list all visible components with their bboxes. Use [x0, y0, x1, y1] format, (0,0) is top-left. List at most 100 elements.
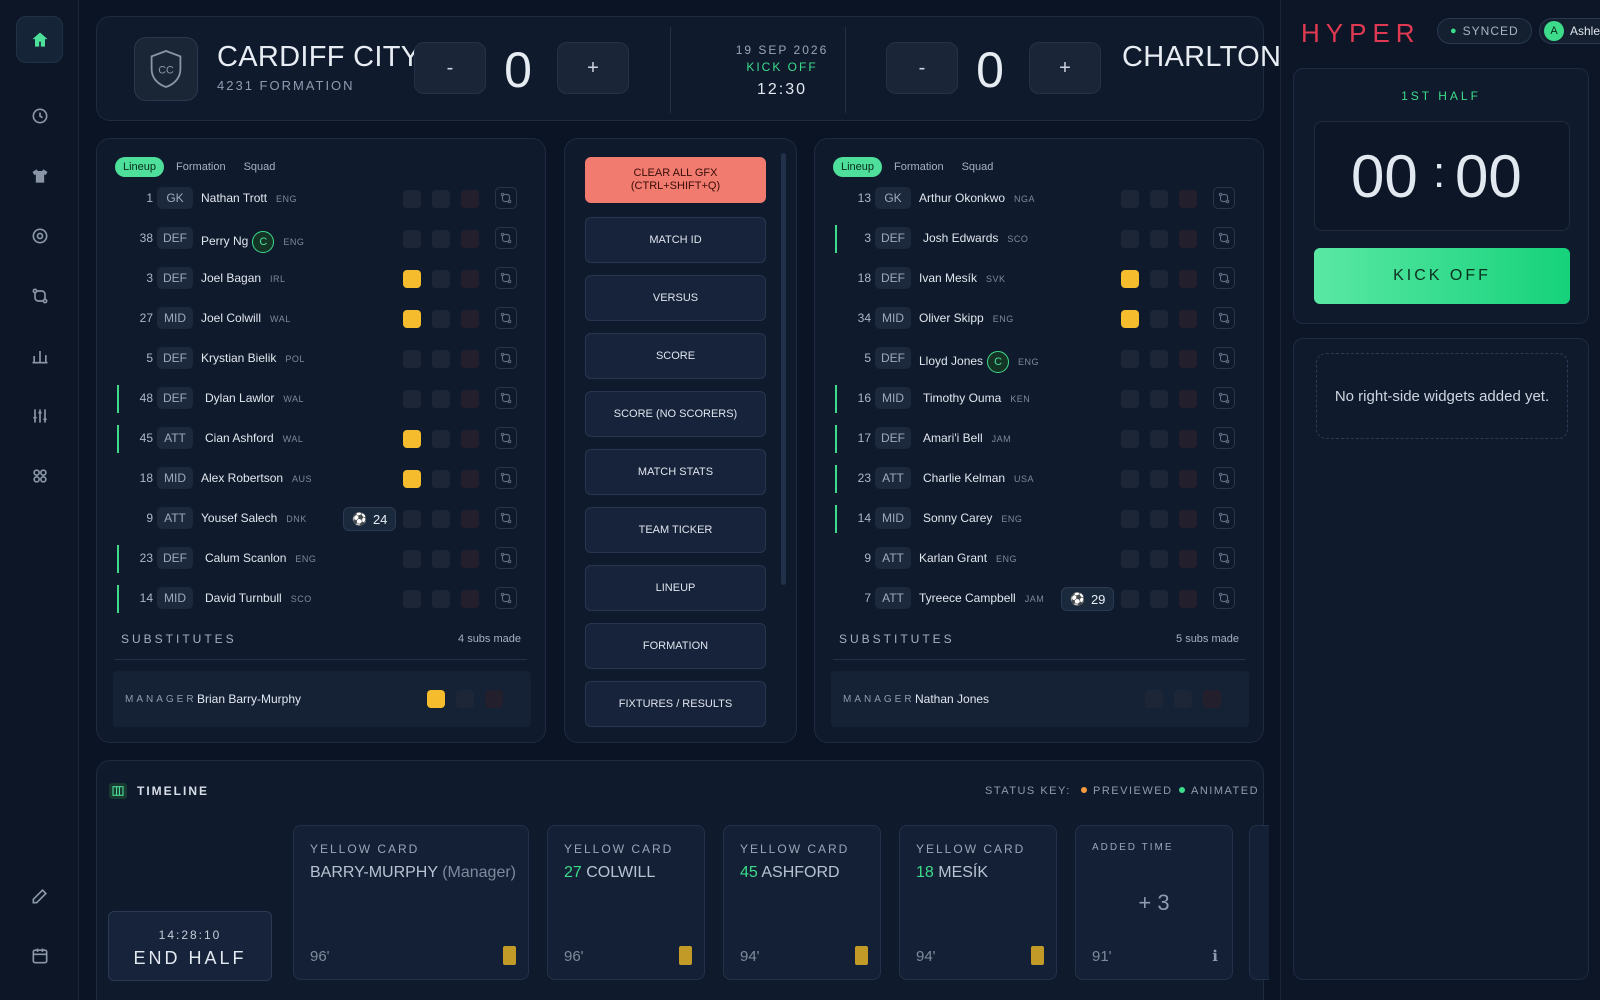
- red-card-toggle[interactable]: [1179, 190, 1197, 208]
- red-card-toggle[interactable]: [461, 430, 479, 448]
- player-row[interactable]: 18 MID Alex Robertson AUS: [117, 463, 527, 495]
- player-row[interactable]: 14 MID David Turnbull SCO: [117, 583, 527, 615]
- player-row[interactable]: 7 ATT Tyreece Campbell JAM ⚽ 29: [835, 583, 1245, 615]
- away-score-decrement-button[interactable]: -: [886, 42, 958, 94]
- second-yellow-toggle[interactable]: [432, 510, 450, 528]
- grid-icon[interactable]: [16, 452, 63, 499]
- yellow-card-toggle[interactable]: [1121, 270, 1139, 288]
- substitute-swap-icon[interactable]: [495, 547, 517, 569]
- second-yellow-toggle[interactable]: [1150, 390, 1168, 408]
- substitute-swap-icon[interactable]: [1213, 587, 1235, 609]
- red-card-toggle[interactable]: [1179, 390, 1197, 408]
- second-yellow-toggle[interactable]: [1150, 190, 1168, 208]
- substitute-swap-icon[interactable]: [495, 387, 517, 409]
- red-card-toggle[interactable]: [461, 590, 479, 608]
- player-row[interactable]: 38 DEF Perry Ng C ENG: [117, 223, 527, 255]
- gfx-button-lineup[interactable]: LINEUP: [585, 565, 766, 611]
- red-card-toggle[interactable]: [461, 310, 479, 328]
- yellow-card-toggle[interactable]: [1121, 550, 1139, 568]
- red-card-toggle[interactable]: [1179, 350, 1197, 368]
- yellow-card-toggle[interactable]: [1121, 190, 1139, 208]
- yellow-card-toggle[interactable]: [1121, 230, 1139, 248]
- second-yellow-toggle[interactable]: [432, 310, 450, 328]
- synced-badge[interactable]: ● SYNCED: [1437, 18, 1532, 44]
- substitute-swap-icon[interactable]: [1213, 467, 1235, 489]
- gfx-button-formation[interactable]: FORMATION: [585, 623, 766, 669]
- player-row[interactable]: 1 GK Nathan Trott ENG: [117, 183, 527, 215]
- red-card-toggle[interactable]: [1203, 690, 1221, 708]
- timeline-event-card[interactable]: YELLOW CARD 45 ASHFORD 94': [723, 825, 881, 980]
- player-row[interactable]: 23 ATT Charlie Kelman USA: [835, 463, 1245, 495]
- chart-icon[interactable]: [16, 332, 63, 379]
- yellow-card-toggle[interactable]: [1121, 310, 1139, 328]
- red-card-toggle[interactable]: [461, 390, 479, 408]
- timeline-event-card[interactable]: YELLOW CARD BARRY-MURPHY (Manager) 96': [293, 825, 529, 980]
- gfx-button-team-ticker[interactable]: TEAM TICKER: [585, 507, 766, 553]
- sliders-icon[interactable]: [16, 392, 63, 439]
- swap-icon[interactable]: [16, 272, 63, 319]
- player-row[interactable]: 9 ATT Yousef Salech DNK ⚽ 24: [117, 503, 527, 535]
- yellow-card-toggle[interactable]: [403, 430, 421, 448]
- substitute-swap-icon[interactable]: [1213, 427, 1235, 449]
- away-score-increment-button[interactable]: +: [1029, 42, 1101, 94]
- red-card-toggle[interactable]: [461, 510, 479, 528]
- yellow-card-toggle[interactable]: [1121, 470, 1139, 488]
- player-row[interactable]: 17 DEF Amari'i Bell JAM: [835, 423, 1245, 455]
- yellow-card-toggle[interactable]: [403, 470, 421, 488]
- red-card-toggle[interactable]: [461, 350, 479, 368]
- substitute-swap-icon[interactable]: [495, 507, 517, 529]
- timeline-event-card[interactable]: YELLOW CARD 27 COLWILL 96': [547, 825, 705, 980]
- home-score-decrement-button[interactable]: -: [414, 42, 486, 94]
- player-row[interactable]: 5 DEF Lloyd Jones C ENG: [835, 343, 1245, 375]
- yellow-card-toggle[interactable]: [403, 190, 421, 208]
- second-yellow-toggle[interactable]: [1150, 270, 1168, 288]
- gfx-button-match-id[interactable]: MATCH ID: [585, 217, 766, 263]
- substitute-swap-icon[interactable]: [495, 267, 517, 289]
- widgets-empty-state[interactable]: No right-side widgets added yet.: [1316, 353, 1568, 439]
- second-yellow-toggle[interactable]: [432, 270, 450, 288]
- user-menu[interactable]: A Ashley: [1539, 18, 1600, 44]
- yellow-card-toggle[interactable]: [1121, 350, 1139, 368]
- tab-lineup[interactable]: Lineup: [115, 157, 165, 177]
- second-yellow-toggle[interactable]: [432, 430, 450, 448]
- substitute-swap-icon[interactable]: [1213, 267, 1235, 289]
- player-row[interactable]: 13 GK Arthur Okonkwo NGA: [835, 183, 1245, 215]
- yellow-card-toggle[interactable]: [403, 390, 421, 408]
- goal-badge[interactable]: ⚽ 24: [343, 507, 397, 531]
- info-icon[interactable]: ℹ: [1212, 948, 1218, 965]
- clock-icon[interactable]: [16, 92, 63, 139]
- yellow-card-toggle[interactable]: [403, 510, 421, 528]
- red-card-toggle[interactable]: [1179, 270, 1197, 288]
- substitute-swap-icon[interactable]: [1213, 227, 1235, 249]
- yellow-card-toggle[interactable]: [1121, 590, 1139, 608]
- home-icon[interactable]: [16, 16, 63, 63]
- substitute-swap-icon[interactable]: [1213, 187, 1235, 209]
- second-yellow-toggle[interactable]: [1150, 310, 1168, 328]
- second-yellow-toggle[interactable]: [1150, 590, 1168, 608]
- red-card-toggle[interactable]: [1179, 430, 1197, 448]
- yellow-card-toggle[interactable]: [1121, 390, 1139, 408]
- red-card-toggle[interactable]: [461, 470, 479, 488]
- player-row[interactable]: 9 ATT Karlan Grant ENG: [835, 543, 1245, 575]
- second-yellow-toggle[interactable]: [456, 690, 474, 708]
- second-yellow-toggle[interactable]: [432, 550, 450, 568]
- second-yellow-toggle[interactable]: [432, 590, 450, 608]
- tab-lineup[interactable]: Lineup: [833, 157, 883, 177]
- red-card-toggle[interactable]: [461, 230, 479, 248]
- second-yellow-toggle[interactable]: [1150, 550, 1168, 568]
- substitute-swap-icon[interactable]: [1213, 547, 1235, 569]
- substitute-swap-icon[interactable]: [1213, 307, 1235, 329]
- added-time-event[interactable]: ADDED TIME + 3 91' ℹ: [1075, 825, 1233, 980]
- home-score-increment-button[interactable]: +: [557, 42, 629, 94]
- substitute-swap-icon[interactable]: [495, 307, 517, 329]
- gfx-button-match-stats[interactable]: MATCH STATS: [585, 449, 766, 495]
- tab-formation[interactable]: Formation: [176, 161, 226, 173]
- red-card-toggle[interactable]: [1179, 470, 1197, 488]
- yellow-card-toggle[interactable]: [1121, 430, 1139, 448]
- red-card-toggle[interactable]: [1179, 590, 1197, 608]
- second-yellow-toggle[interactable]: [432, 390, 450, 408]
- substitute-swap-icon[interactable]: [495, 227, 517, 249]
- substitute-swap-icon[interactable]: [495, 427, 517, 449]
- red-card-toggle[interactable]: [1179, 310, 1197, 328]
- yellow-card-toggle[interactable]: [1145, 690, 1163, 708]
